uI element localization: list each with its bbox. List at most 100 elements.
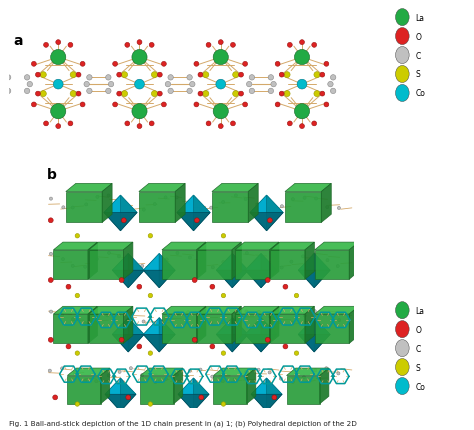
Circle shape [200, 209, 202, 212]
Circle shape [199, 316, 201, 319]
Polygon shape [143, 254, 175, 270]
Polygon shape [173, 368, 183, 404]
Polygon shape [88, 243, 98, 280]
Circle shape [245, 252, 248, 255]
Circle shape [71, 265, 74, 268]
Circle shape [187, 76, 192, 81]
Text: S: S [415, 363, 420, 372]
Circle shape [44, 43, 48, 48]
Circle shape [213, 104, 228, 120]
Circle shape [300, 40, 304, 46]
Polygon shape [232, 243, 241, 280]
Circle shape [222, 201, 225, 204]
Circle shape [287, 43, 292, 48]
Circle shape [107, 194, 110, 197]
Circle shape [271, 82, 276, 88]
Text: b: b [47, 168, 57, 182]
Circle shape [0, 62, 4, 67]
Circle shape [302, 376, 305, 379]
Polygon shape [250, 196, 283, 213]
Circle shape [395, 28, 409, 46]
Circle shape [75, 294, 80, 298]
Circle shape [265, 338, 270, 342]
Polygon shape [196, 243, 206, 280]
Circle shape [85, 203, 88, 206]
Circle shape [234, 256, 237, 259]
Circle shape [395, 66, 409, 83]
Circle shape [83, 266, 87, 269]
Polygon shape [54, 314, 88, 344]
Polygon shape [123, 307, 133, 344]
Circle shape [71, 318, 74, 321]
Polygon shape [159, 254, 175, 288]
Circle shape [395, 321, 409, 338]
Polygon shape [250, 213, 283, 231]
Polygon shape [193, 196, 210, 231]
Polygon shape [105, 378, 120, 412]
Circle shape [301, 255, 305, 258]
Circle shape [149, 122, 154, 126]
Polygon shape [193, 378, 209, 412]
Polygon shape [162, 243, 206, 250]
Circle shape [3, 82, 8, 88]
Circle shape [291, 321, 293, 324]
Circle shape [188, 256, 191, 259]
Circle shape [5, 76, 11, 81]
Polygon shape [305, 307, 314, 344]
Circle shape [279, 377, 283, 380]
Circle shape [337, 319, 341, 322]
Polygon shape [175, 184, 185, 223]
Polygon shape [102, 184, 112, 223]
Polygon shape [178, 378, 209, 394]
Circle shape [117, 92, 122, 97]
Polygon shape [54, 307, 98, 314]
Polygon shape [232, 318, 248, 352]
Polygon shape [216, 318, 248, 335]
Circle shape [176, 312, 180, 315]
Polygon shape [162, 314, 196, 344]
Circle shape [281, 205, 283, 208]
Circle shape [106, 89, 111, 94]
Polygon shape [120, 196, 137, 231]
Polygon shape [216, 270, 248, 288]
Circle shape [31, 62, 36, 67]
Circle shape [129, 367, 132, 370]
Polygon shape [128, 254, 144, 288]
Polygon shape [89, 243, 133, 250]
Circle shape [238, 73, 244, 78]
Circle shape [137, 344, 142, 349]
Polygon shape [270, 307, 314, 314]
Circle shape [272, 395, 277, 400]
Text: Co: Co [415, 89, 425, 98]
Circle shape [210, 322, 213, 325]
Circle shape [149, 43, 154, 48]
Circle shape [36, 92, 40, 97]
Polygon shape [123, 243, 133, 280]
Circle shape [268, 89, 273, 94]
Circle shape [330, 89, 336, 94]
Polygon shape [320, 368, 329, 404]
Circle shape [324, 62, 329, 67]
Polygon shape [67, 376, 100, 404]
Circle shape [148, 234, 153, 238]
Circle shape [283, 285, 288, 289]
Circle shape [395, 378, 409, 395]
Polygon shape [213, 368, 256, 376]
Circle shape [198, 73, 203, 78]
Circle shape [87, 89, 92, 94]
Polygon shape [216, 254, 232, 288]
Polygon shape [212, 184, 258, 192]
Circle shape [303, 314, 306, 317]
Circle shape [49, 253, 53, 256]
Circle shape [165, 258, 168, 261]
Circle shape [187, 311, 190, 314]
Circle shape [122, 73, 128, 78]
Circle shape [320, 92, 325, 97]
Polygon shape [251, 378, 282, 394]
Circle shape [48, 278, 53, 283]
Text: Co: Co [415, 382, 425, 390]
Circle shape [243, 103, 247, 108]
Circle shape [292, 381, 294, 384]
Circle shape [275, 103, 280, 108]
Polygon shape [105, 394, 136, 412]
